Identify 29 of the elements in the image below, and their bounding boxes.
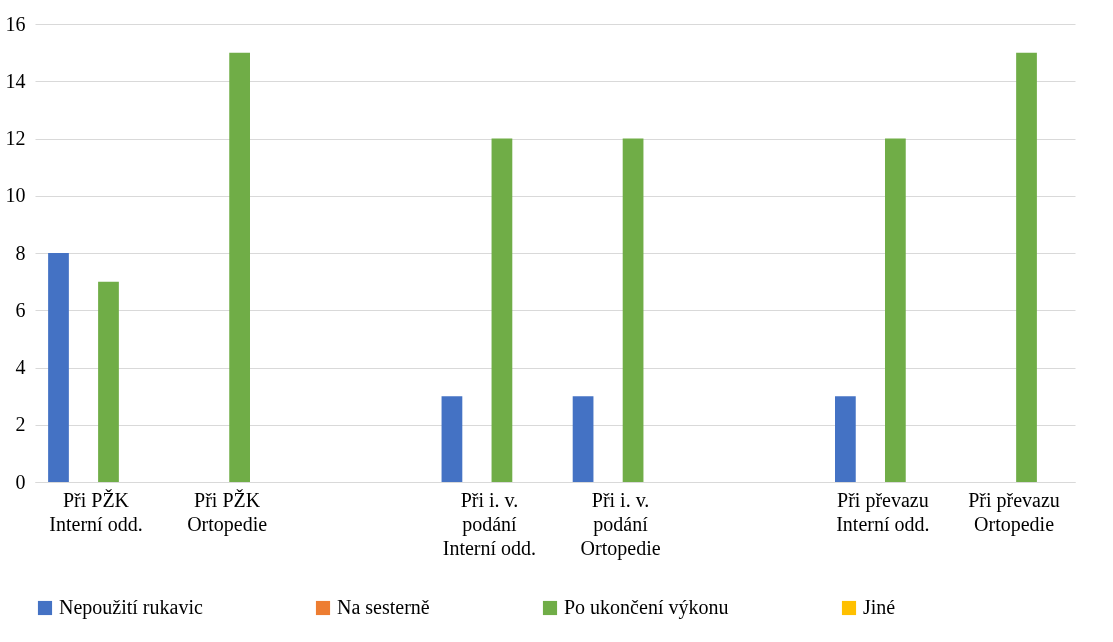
bar xyxy=(884,138,906,482)
bar xyxy=(48,253,69,482)
y-tick-label: 12 xyxy=(5,127,26,149)
x-tick-label: Při PŽK Ortopedie xyxy=(187,488,268,536)
bar xyxy=(622,138,644,482)
x-tick-label: Při i. v. podání Interní odd. xyxy=(442,488,537,559)
y-tick-label: 8 xyxy=(15,241,26,264)
y-tick-label: 10 xyxy=(5,184,26,207)
y-tick-label: 16 xyxy=(5,12,26,35)
bar xyxy=(98,281,119,482)
x-tick-label: Při převazu Ortopedie xyxy=(968,488,1060,536)
y-tick-label: 4 xyxy=(15,356,26,378)
bar xyxy=(229,52,250,482)
legend-label: Na sesterně xyxy=(337,596,430,618)
bar xyxy=(572,396,594,482)
bar xyxy=(1016,52,1037,482)
x-tick-label: Při převazu Interní odd. xyxy=(836,488,930,535)
legend-label: Po ukončení výkonu xyxy=(564,596,729,619)
bar xyxy=(835,396,856,482)
y-tick-label: 14 xyxy=(5,69,26,92)
bar xyxy=(441,396,463,482)
y-tick-label: 0 xyxy=(15,470,26,493)
legend-label: Nepoužití rukavic xyxy=(59,596,203,619)
y-tick-label: 6 xyxy=(15,298,26,321)
bar xyxy=(491,138,513,482)
x-tick-label: Při i. v. podání Ortopedie xyxy=(580,488,661,560)
y-tick-label: 2 xyxy=(15,413,26,436)
legend-label: Jiné xyxy=(863,596,896,618)
x-tick-label: Při PŽK Interní odd. xyxy=(49,488,143,535)
